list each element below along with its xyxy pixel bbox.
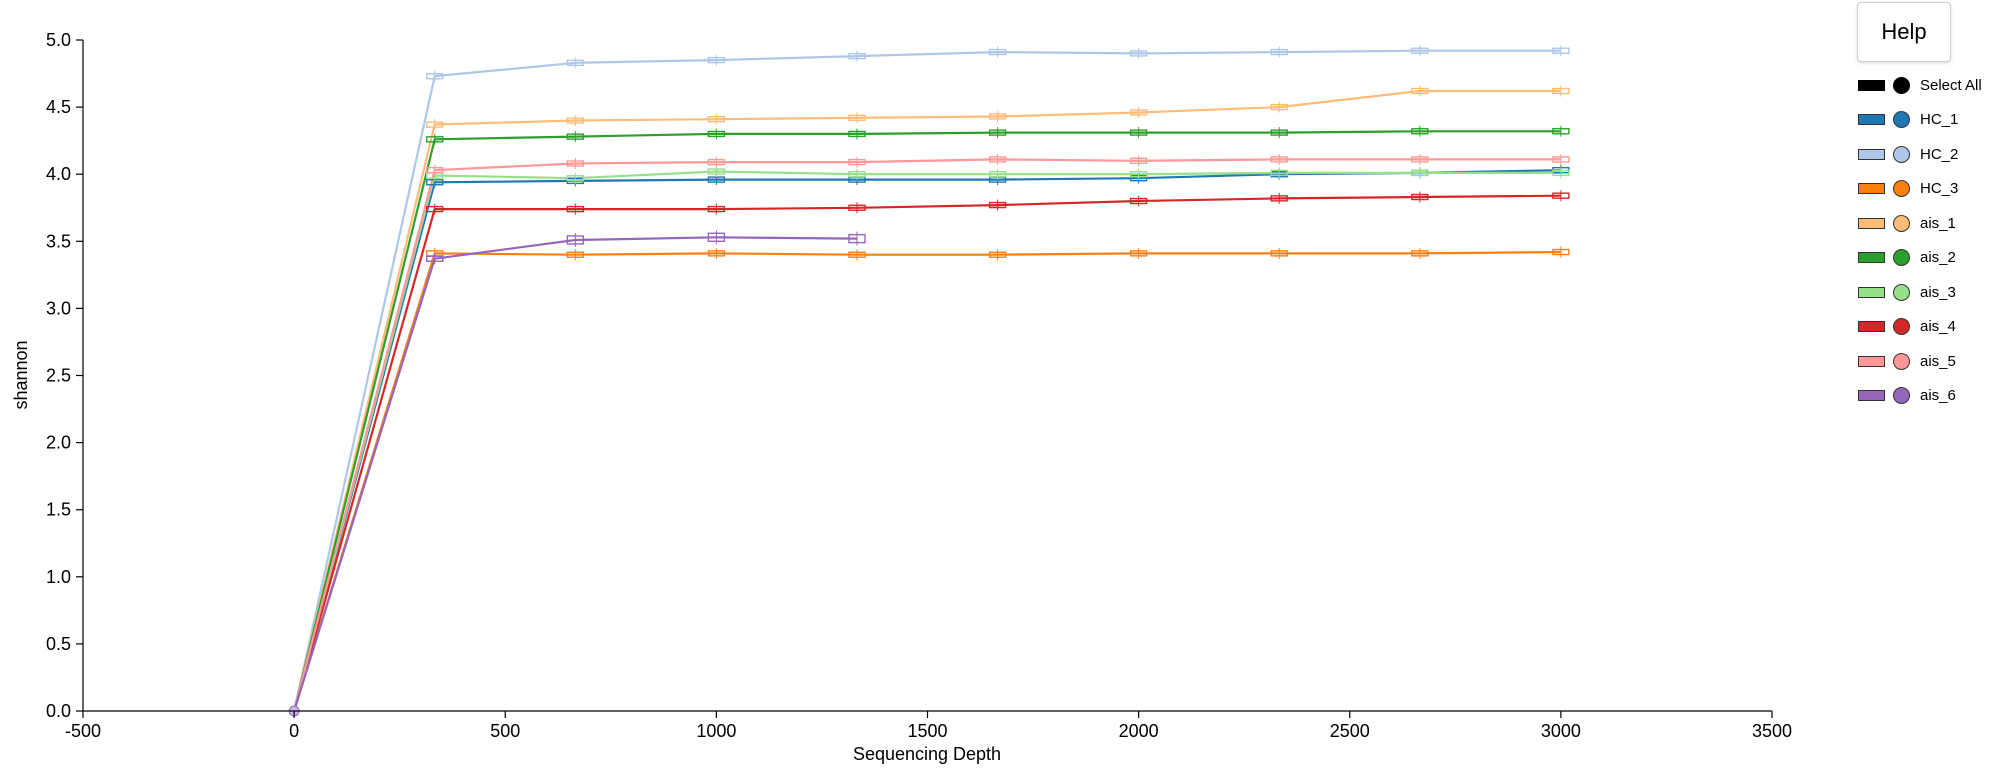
x-tick-label: 3500	[1752, 721, 1792, 741]
legend-label: HC_3	[1920, 180, 1959, 198]
y-tick-label: 5.0	[46, 30, 71, 50]
box-markers-group	[288, 45, 1570, 717]
series-lines-group	[293, 49, 1561, 712]
legend-swatch-circle[interactable]	[1893, 318, 1910, 336]
legend-swatch-rect	[1858, 321, 1885, 333]
axes-group	[82, 40, 1772, 712]
x-tick-label: 3000	[1541, 721, 1581, 741]
x-tick-label: -500	[65, 721, 101, 741]
legend-label: ais_1	[1920, 214, 1956, 232]
legend-swatch-rect	[1858, 286, 1885, 298]
series-line-hc-2[interactable]	[293, 49, 1561, 712]
help-button[interactable]: Help	[1857, 2, 1951, 62]
legend-item-hc-1[interactable]: HC_1	[1858, 103, 1982, 138]
legend-item-ais-3[interactable]: ais_3	[1858, 275, 1982, 310]
legend-item-hc-2[interactable]: HC_2	[1858, 137, 1982, 172]
x-tick-label: 1000	[696, 721, 736, 741]
legend-swatch-rect	[1858, 148, 1885, 160]
y-tick-label: 0.5	[46, 634, 71, 654]
legend-swatch-circle[interactable]	[1893, 214, 1910, 232]
y-tick-label: 2.0	[46, 433, 71, 453]
legend-label: ais_5	[1920, 352, 1956, 370]
legend-item-ais-6[interactable]: ais_6	[1858, 379, 1982, 414]
legend-swatch-rect	[1858, 114, 1885, 126]
x-tick-label: 500	[490, 721, 520, 741]
legend-item-ais-5[interactable]: ais_5	[1858, 344, 1982, 379]
x-axis-title: Sequencing Depth	[853, 744, 1001, 764]
series-line-ais-3[interactable]	[293, 170, 1561, 712]
legend-swatch-rect	[1858, 355, 1885, 367]
legend-label: ais_3	[1920, 283, 1956, 301]
y-tick-label: 1.5	[46, 500, 71, 520]
legend-swatch-rect	[1858, 390, 1885, 402]
y-tick-label: 4.0	[46, 164, 71, 184]
legend-item-select-all[interactable]: Select All	[1858, 68, 1982, 103]
legend-label: ais_6	[1920, 387, 1956, 405]
y-tick-label: 0.0	[46, 701, 71, 721]
legend-swatch-rect	[1858, 183, 1885, 195]
series-line-ais-2[interactable]	[293, 130, 1561, 712]
series-line-ais-4[interactable]	[293, 194, 1561, 712]
legend-item-ais-2[interactable]: ais_2	[1858, 241, 1982, 276]
legend-swatch-circle[interactable]	[1893, 145, 1910, 163]
x-tick-label: 2000	[1119, 721, 1159, 741]
y-tick-label: 3.0	[46, 298, 71, 318]
series-line-ais-1[interactable]	[293, 89, 1561, 712]
legend-swatch-circle[interactable]	[1893, 387, 1910, 405]
series-line-ais-5[interactable]	[293, 158, 1561, 712]
y-tick-label: 4.5	[46, 97, 71, 117]
legend-swatch-circle[interactable]	[1893, 76, 1910, 94]
legend-swatch-circle[interactable]	[1893, 352, 1910, 370]
y-axis-title: shannon	[11, 340, 31, 409]
legend-swatch-circle[interactable]	[1893, 249, 1910, 267]
legend-label: HC_1	[1920, 111, 1959, 129]
y-tick-label: 1.0	[46, 567, 71, 587]
series-line-ais-6[interactable]	[293, 236, 858, 712]
legend-label: HC_2	[1920, 145, 1959, 163]
legend-swatch-rect	[1858, 252, 1885, 264]
legend-label: ais_4	[1920, 318, 1956, 336]
legend-item-ais-1[interactable]: ais_1	[1858, 206, 1982, 241]
y-tick-label: 2.5	[46, 366, 71, 386]
legend-swatch-rect	[1858, 217, 1885, 229]
x-tick-label: 0	[289, 721, 299, 741]
legend-item-ais-4[interactable]: ais_4	[1858, 310, 1982, 345]
x-tick-label: 2500	[1330, 721, 1370, 741]
legend-swatch-circle[interactable]	[1893, 283, 1910, 301]
y-ticks-group: 0.0 0.5 1.0 1.5 2.0 2.5 3.0 3.5 4.0 4.5 5.0	[46, 30, 83, 721]
x-ticks-group: -500 0 500 1000 1500 2000 2500 3000 3500	[65, 711, 1792, 741]
series-line-hc-3[interactable]	[293, 250, 1561, 712]
x-tick-label: 1500	[907, 721, 947, 741]
legend-swatch-circle[interactable]	[1893, 111, 1910, 129]
legend-label: ais_2	[1920, 249, 1956, 267]
legend-item-hc-3[interactable]: HC_3	[1858, 172, 1982, 207]
y-tick-label: 3.5	[46, 231, 71, 251]
legend-swatch-rect	[1858, 79, 1885, 91]
legend-label: Select All	[1920, 76, 1982, 94]
legend-swatch-circle[interactable]	[1893, 180, 1910, 198]
